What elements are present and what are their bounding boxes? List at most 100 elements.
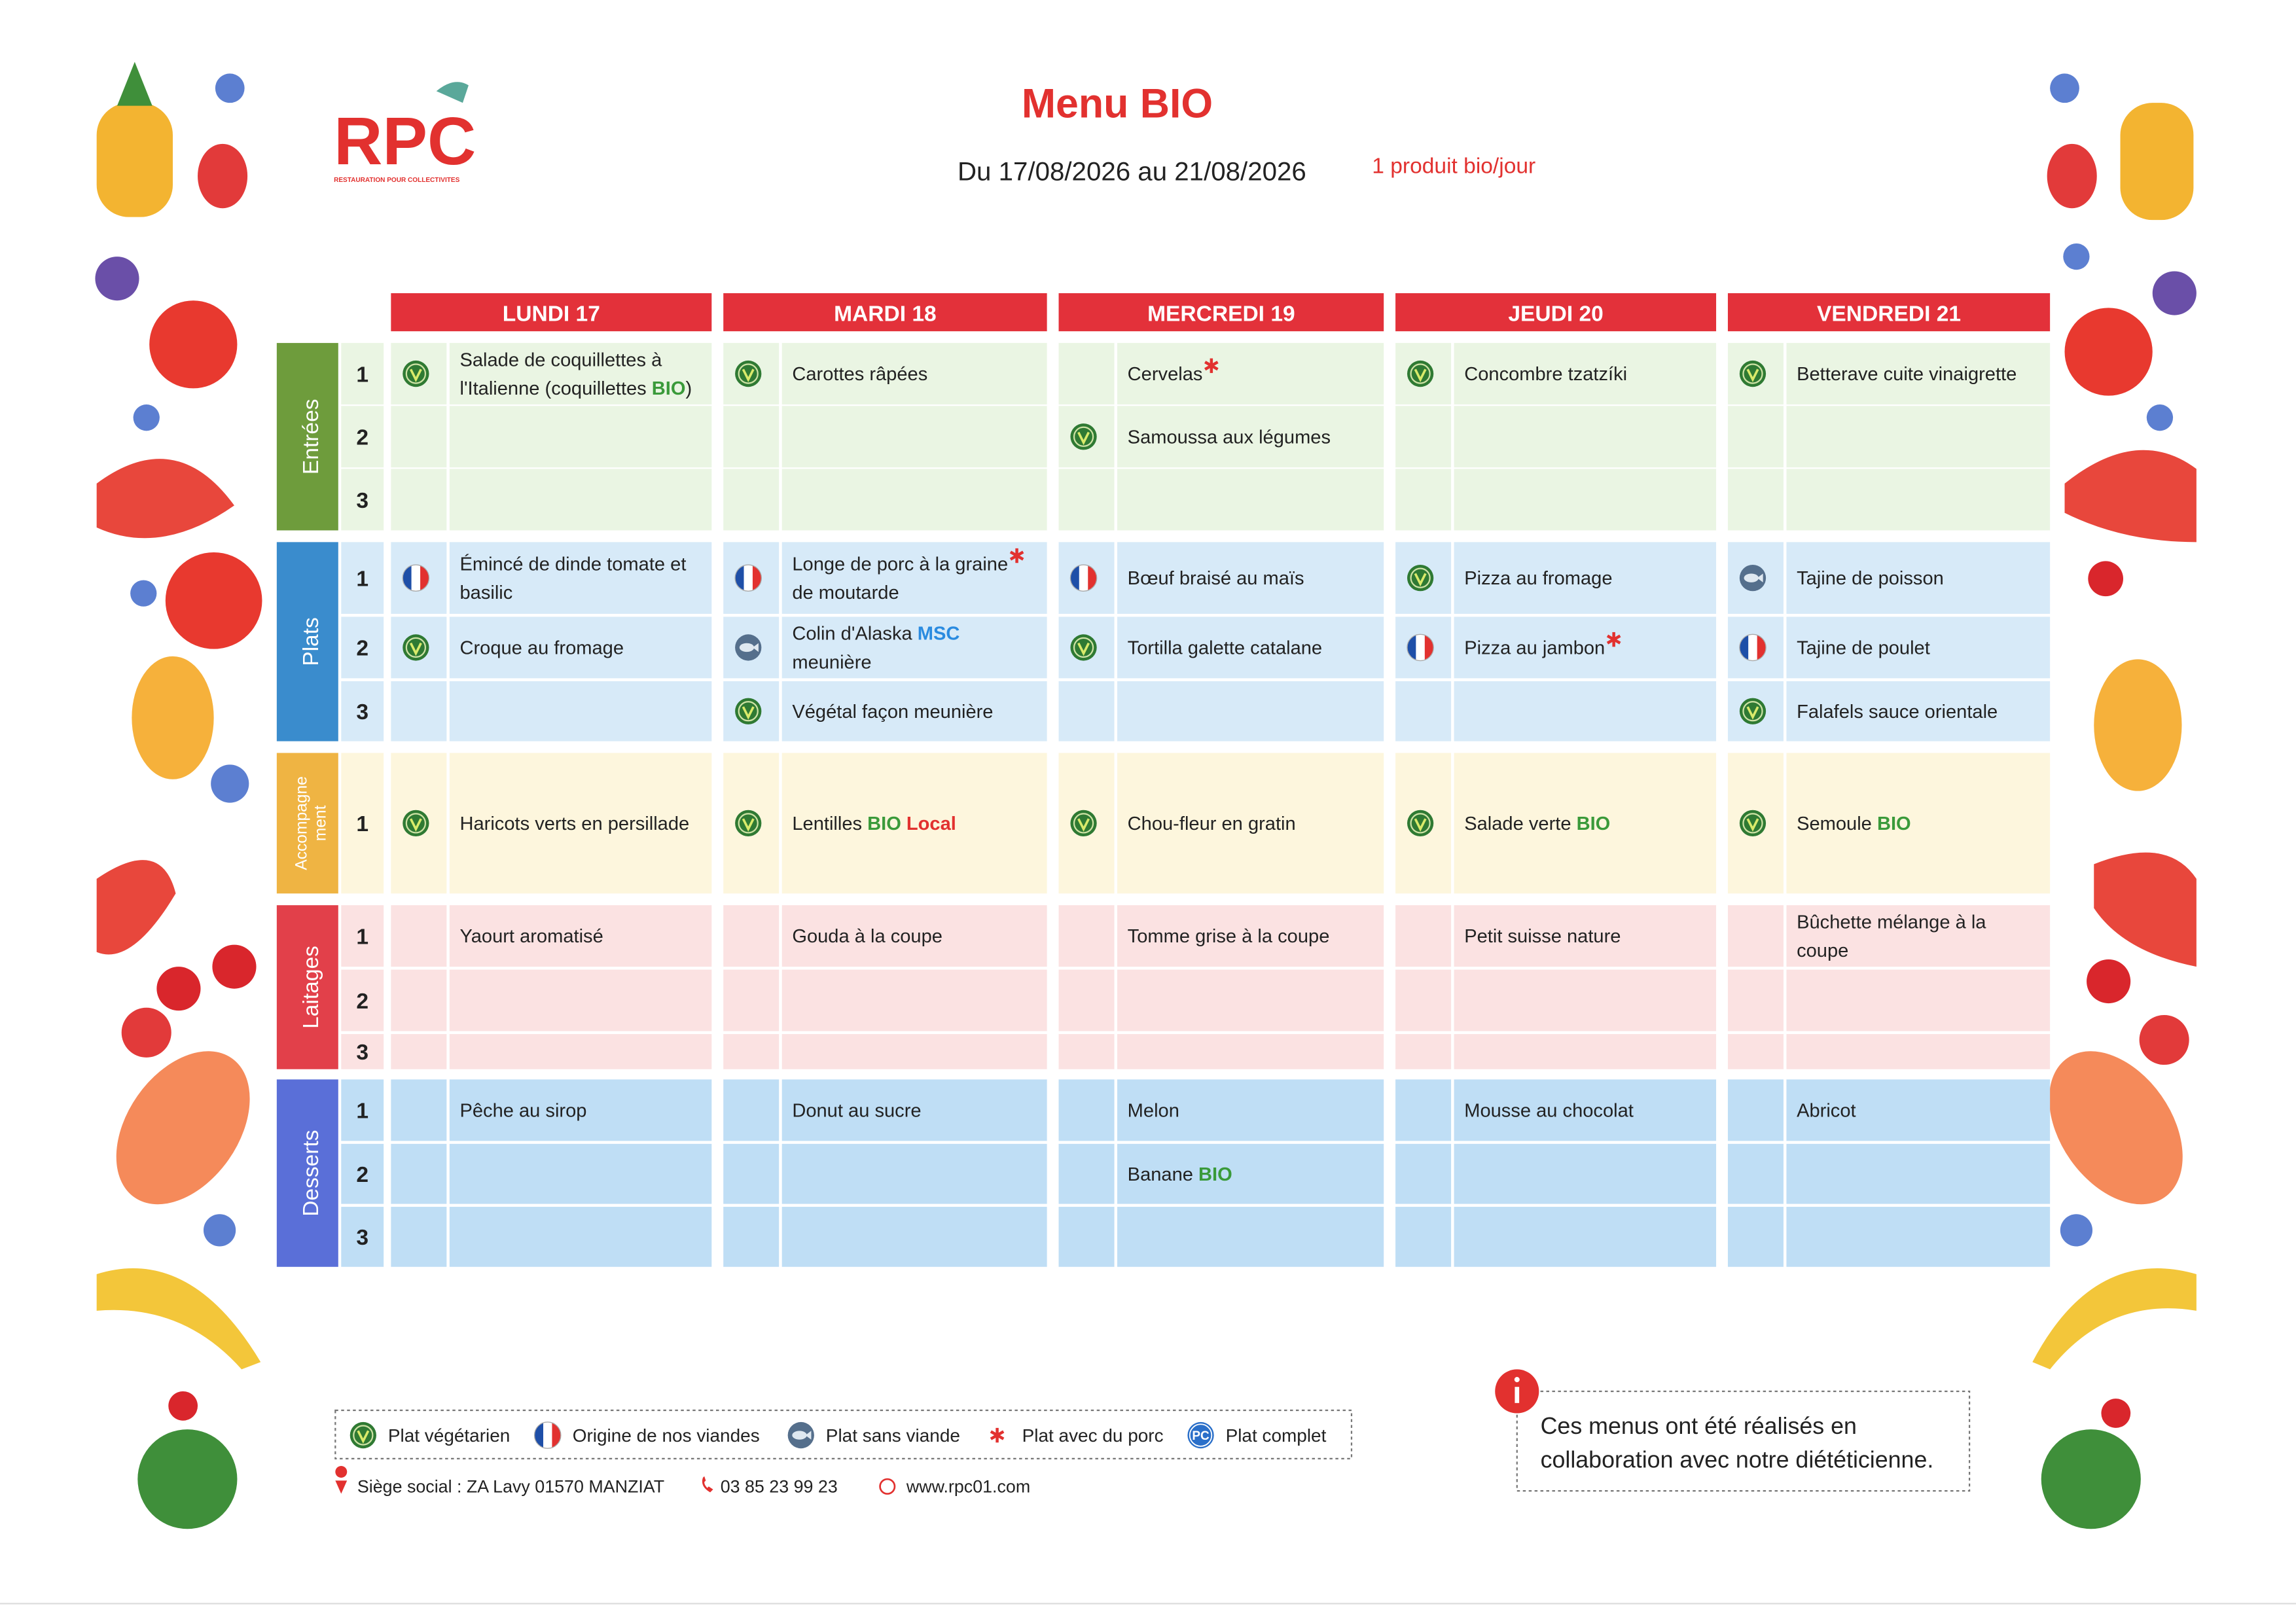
dish-name: Banane BIO [1128,1164,1232,1185]
dish-cell [1117,469,1384,531]
icon-cell [1395,1143,1452,1204]
dish-cell [781,406,1047,468]
icon-ring [738,701,759,722]
dish-cell [1117,542,1384,614]
icon-cell [391,406,447,468]
dish-name: Croque au fromage [459,637,624,658]
section-label-box [276,1079,338,1267]
dish-cell [1454,681,1717,741]
dish-text: Carottes râpées [792,364,927,385]
icon-ring [353,1425,374,1446]
dish-text: Betterave cuite vinaigrette [1797,364,2017,385]
dish-name: Tortilla galette catalane [1128,637,1322,658]
dish-name: Petit suisse nature [1464,926,1621,947]
dish-text: Melon [1128,1100,1179,1121]
dish-text: Colin d'Alaska [792,624,917,645]
dish-cell [1117,1143,1384,1204]
icon-cell [1727,1034,1784,1069]
icon-ring [738,813,759,834]
info-line: collaboration avec notre diététicienne. [1541,1446,1934,1472]
dish-text: Falafels sauce orientale [1797,702,1998,722]
veg-icon [1739,810,1767,837]
menu-dates: Du 17/08/2026 au 21/08/2026 [958,157,1306,187]
row-number-cell [341,969,384,1031]
asterisk-stroke [990,1430,1005,1440]
fish-body [739,643,755,652]
icon-cell [1395,1034,1452,1069]
icon-leaf [1414,573,1427,587]
fish-tail [805,1431,812,1440]
dish-text: Semoule [1797,813,1877,834]
icon-cell [723,469,780,531]
dish-cell [449,469,712,531]
flag-white [411,565,421,592]
icon-leaf [742,368,755,383]
dish-cell [1117,1207,1384,1267]
dish-cell [781,1207,1047,1267]
icon-cell [391,1034,447,1069]
dish-cell [449,343,712,405]
dish-text: meunière [792,652,871,673]
dish-text [901,813,906,834]
dish-name: Colin d'Alaska MSC [792,624,960,645]
row-number: 2 [356,426,368,450]
dish-cell [1117,969,1384,1031]
dish-cell [449,753,712,894]
section-label: Plats [299,617,323,666]
veg-icon [735,360,762,387]
icon-cell [723,905,780,967]
dish-name: Tajine de poulet [1797,637,1930,658]
icon-cell [1058,681,1115,741]
icon-cell [391,681,447,741]
row-number: 1 [356,363,368,387]
dish-cell [1454,469,1717,531]
row-number-cell [341,469,384,531]
asterisk-stroke [1606,634,1621,645]
dish-cell [781,1034,1047,1069]
dish-text: Bœuf braisé au maïs [1128,568,1304,589]
icon-cell [1395,406,1452,468]
dish-cell [1786,616,2051,679]
icon-ring [1189,1423,1213,1447]
flag-white [1079,565,1088,592]
icon-leaf [1077,818,1090,832]
dish-name: Gouda à la coupe [792,926,942,947]
dish-name: Falafels sauce orientale [1797,702,1998,722]
row-number: 3 [356,1041,368,1065]
dish-cell [449,616,712,679]
flag-border [734,564,762,592]
fish-tail [752,643,759,652]
icon-leaf [742,818,755,832]
dish-name: Concombre tzatzíki [1464,364,1627,385]
dish-name: Tomme grise à la coupe [1128,926,1330,947]
pork-icon [990,1427,1005,1443]
icon-cell [391,969,447,1031]
fish-icon [1739,565,1767,592]
dish-cell [1454,905,1717,967]
dish-text: Longe de porc à la graine [792,554,1008,575]
icon-cell [1395,1079,1452,1141]
dish-text: Bûchette mélange à la [1797,912,1986,933]
legend-label: Plat sans viande [826,1425,960,1446]
footer-address: Siège social : ZA Lavy 01570 MANZIAT [357,1476,664,1496]
dish-text: basilic [459,582,512,603]
icon-leaf [1077,431,1090,446]
dish-text: Salade verte [1464,813,1576,834]
icon-cell [1058,1079,1115,1141]
dish-name: Melon [1128,1100,1179,1121]
icon-ring [1742,701,1763,722]
dish-name: Salade verte BIO [1464,813,1610,834]
dish-name: Lentilles BIO Local [792,813,956,834]
dish-cell [1117,406,1384,468]
dish-cell [1117,1079,1384,1141]
dish-cell [449,406,712,468]
pork-icon [1606,632,1621,647]
dish-cell [781,1143,1047,1204]
dish-cell [1454,753,1717,894]
flag-icon [734,564,762,592]
dish-name: Carottes râpées [792,364,927,385]
icon-cell [1727,469,1784,531]
dish-cell [1786,1079,2051,1141]
dish-cell [1786,1143,2051,1204]
